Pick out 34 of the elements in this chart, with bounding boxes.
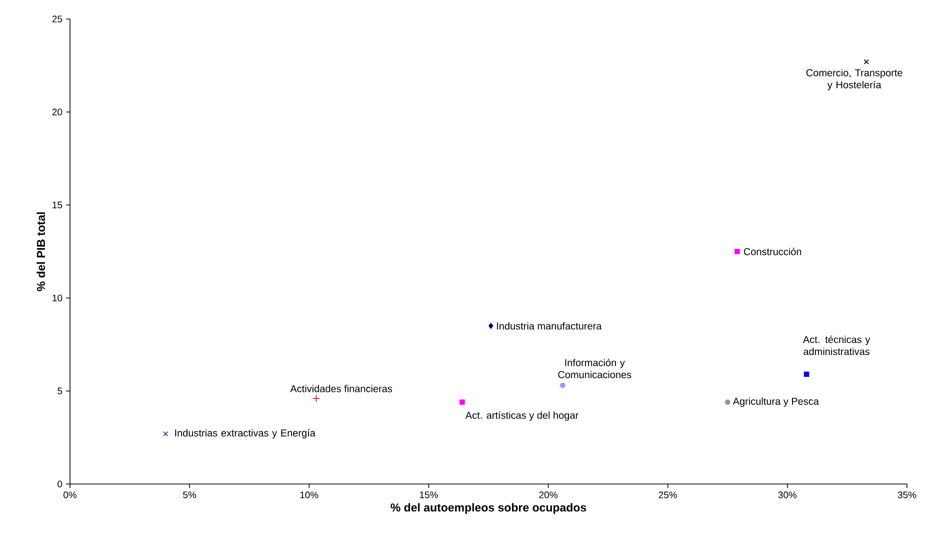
x-tick-label: 0% [64,492,77,498]
x-tick-label: 5% [183,492,196,498]
y-axis-title: % del PIB total [36,212,46,292]
y-tick-label: 20 [52,108,62,116]
point [560,382,566,388]
point [488,322,494,329]
point [804,372,810,377]
series-label: Agricultura y Pesca [732,397,819,407]
point [460,399,465,405]
x-tick-label: 20% [539,492,558,498]
point [734,248,740,254]
series-label: Act. técnicas y administrativas [802,336,870,356]
x-tick-label: 15% [420,492,438,498]
x-tick-label: 10% [300,492,318,498]
y-tick-label: 25 [52,16,62,22]
x-tick-label: 30% [778,492,797,498]
y-tick-label: 15 [52,202,62,208]
series-label: Construcción [744,248,802,256]
point [724,399,730,405]
series-label: Información y Comunicaciones [558,358,632,378]
y-tick-label: 0 [58,480,62,488]
y-tick-label: 5 [58,388,62,394]
series-label: Industrias extractivas y Energía [175,429,316,438]
x-tick-label: 35% [898,492,916,498]
point [163,431,168,436]
series-label: Comercio, Transporte y Hostelería [806,68,902,90]
x-tick-label: 25% [658,492,678,498]
point [864,59,869,64]
x-axis-title: % del autoempleos sobre ocupados [390,503,586,514]
y-tick-label: 10 [52,294,62,302]
series-label: Industria manufacturera [497,322,602,330]
point [312,394,320,402]
series-label: Act. artísticas y del hogar [465,411,578,421]
text: Actividades financieras [290,384,392,392]
